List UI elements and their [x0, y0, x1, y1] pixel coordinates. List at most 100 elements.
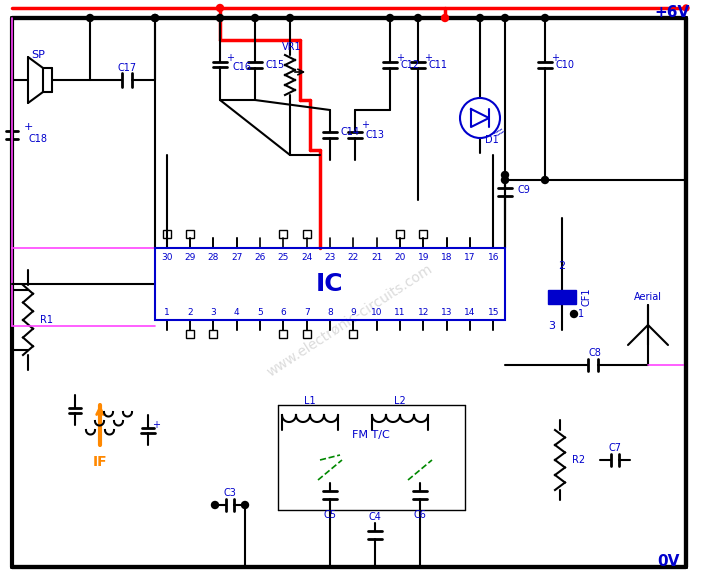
Text: 4: 4: [234, 308, 240, 316]
Text: +: +: [226, 53, 234, 63]
Text: C14: C14: [340, 127, 359, 137]
Text: www.electrønic-circuits.com: www.electrønic-circuits.com: [264, 261, 436, 379]
Bar: [209, 330, 217, 338]
Text: 17: 17: [465, 252, 476, 261]
Text: +: +: [23, 122, 32, 132]
Text: 19: 19: [417, 252, 429, 261]
Bar: [302, 330, 311, 338]
Text: +: +: [396, 53, 404, 63]
Text: FM T/C: FM T/C: [352, 430, 390, 440]
Text: C15: C15: [265, 60, 284, 70]
Text: 27: 27: [231, 252, 243, 261]
Text: 2: 2: [558, 261, 565, 271]
Text: 13: 13: [441, 308, 453, 316]
Text: C11: C11: [428, 60, 447, 70]
Text: 26: 26: [255, 252, 266, 261]
Bar: [186, 230, 194, 238]
Text: 29: 29: [184, 252, 196, 261]
Text: C3: C3: [223, 488, 236, 498]
Text: 21: 21: [371, 252, 382, 261]
Text: +6V: +6V: [654, 5, 689, 19]
Bar: [279, 230, 288, 238]
Text: IC: IC: [316, 272, 344, 296]
Circle shape: [683, 5, 689, 11]
Circle shape: [415, 15, 422, 22]
Text: C7: C7: [608, 443, 622, 453]
Circle shape: [216, 15, 223, 22]
Text: 28: 28: [208, 252, 219, 261]
Circle shape: [441, 15, 448, 22]
Text: 3: 3: [548, 321, 556, 331]
Bar: [279, 330, 288, 338]
Circle shape: [212, 501, 219, 508]
Text: 10: 10: [371, 308, 382, 316]
Text: //: //: [492, 126, 504, 138]
Text: R1: R1: [40, 315, 53, 325]
Circle shape: [242, 501, 248, 508]
Text: 16: 16: [488, 252, 499, 261]
Text: C17: C17: [118, 63, 137, 73]
Text: IF: IF: [92, 455, 107, 469]
Circle shape: [570, 311, 577, 318]
Text: 12: 12: [417, 308, 429, 316]
Text: Aerial: Aerial: [634, 292, 662, 302]
Circle shape: [501, 171, 508, 178]
Bar: [155, 248, 505, 320]
Text: L2: L2: [394, 396, 406, 406]
Text: 20: 20: [394, 252, 405, 261]
Circle shape: [252, 15, 259, 22]
Text: 23: 23: [324, 252, 336, 261]
Text: +: +: [424, 53, 432, 63]
Text: SP: SP: [31, 50, 45, 60]
Text: +: +: [152, 420, 160, 430]
Text: 3: 3: [211, 308, 216, 316]
Text: 1: 1: [578, 309, 584, 319]
Text: C9: C9: [517, 185, 530, 195]
Text: 1: 1: [164, 308, 169, 316]
Text: C12: C12: [400, 60, 419, 70]
Bar: [186, 330, 194, 338]
Bar: [548, 290, 576, 304]
Text: L1: L1: [304, 396, 316, 406]
Text: R2: R2: [572, 455, 585, 465]
Text: 25: 25: [278, 252, 289, 261]
Text: 14: 14: [465, 308, 476, 316]
Text: C5: C5: [324, 510, 336, 520]
Text: 22: 22: [348, 252, 359, 261]
Bar: [302, 230, 311, 238]
Circle shape: [541, 15, 548, 22]
Circle shape: [152, 15, 159, 22]
Text: +: +: [551, 53, 559, 63]
Circle shape: [501, 15, 508, 22]
Circle shape: [216, 5, 223, 12]
Circle shape: [87, 15, 94, 22]
Text: 7: 7: [304, 308, 309, 316]
Circle shape: [477, 15, 484, 22]
Text: 15: 15: [488, 308, 499, 316]
Text: C6: C6: [414, 510, 427, 520]
Bar: [163, 230, 171, 238]
Text: 0V: 0V: [657, 555, 679, 569]
Text: D1: D1: [485, 135, 498, 145]
Text: +: +: [361, 120, 369, 130]
Text: 30: 30: [161, 252, 173, 261]
Text: 8: 8: [327, 308, 333, 316]
Text: 2: 2: [188, 308, 192, 316]
Text: CF1: CF1: [581, 288, 591, 306]
Text: VR1: VR1: [282, 42, 302, 52]
Text: C4: C4: [369, 512, 381, 522]
Bar: [419, 230, 427, 238]
Circle shape: [386, 15, 393, 22]
Text: 5: 5: [257, 308, 263, 316]
Bar: [350, 330, 357, 338]
Text: C16: C16: [232, 62, 251, 72]
Circle shape: [286, 15, 293, 22]
Text: C13: C13: [365, 130, 384, 140]
Text: C18: C18: [28, 134, 47, 144]
Circle shape: [152, 15, 159, 22]
Text: 6: 6: [281, 308, 286, 316]
Text: C10: C10: [555, 60, 574, 70]
Text: C8: C8: [589, 348, 601, 358]
Bar: [396, 230, 404, 238]
Text: 11: 11: [394, 308, 406, 316]
